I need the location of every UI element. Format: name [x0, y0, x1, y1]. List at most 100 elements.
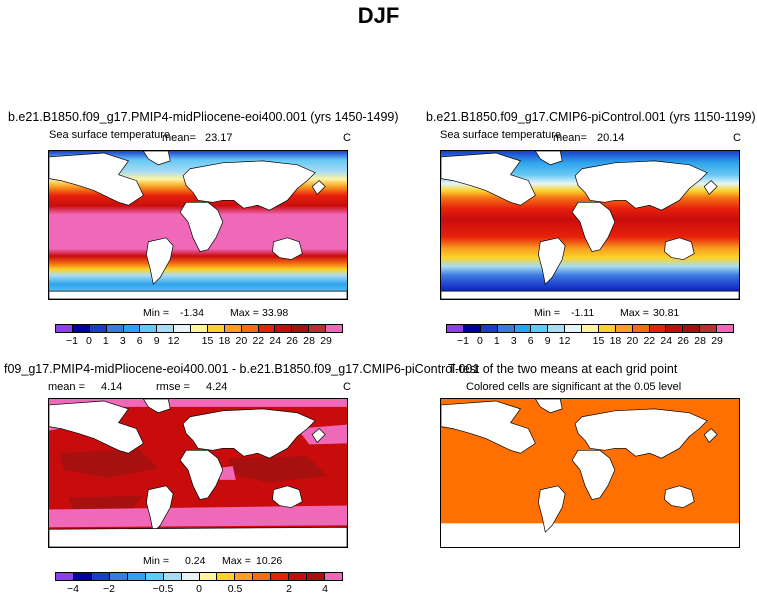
panel3-colorbar-swatch	[163, 573, 182, 580]
panel3-colorbar-swatch	[56, 573, 74, 580]
panel1-colorbar-label: 22	[252, 335, 265, 347]
panel3-colorbar-label: −2	[103, 583, 115, 595]
panel1-min-label: Min =	[143, 307, 169, 319]
panel2-colorbar-label: 15	[592, 335, 605, 347]
panel3-max-label: Max =	[222, 555, 251, 567]
panel2-colorbar-label: −1	[456, 335, 469, 347]
panel3-max-value: 10.26	[256, 555, 283, 567]
panel3-units: C	[343, 381, 351, 393]
panel3-colorbar-label: −4	[67, 583, 79, 595]
panel3-map	[48, 398, 348, 548]
panel1-title: b.e21.B1850.f09_g17.PMIP4-midPliocene-eo…	[8, 110, 399, 124]
panel1-colorbar-swatch	[258, 325, 276, 332]
panel2-colorbar-swatch	[514, 325, 532, 332]
panel2-colorbar-swatch	[615, 325, 633, 332]
panel2-colorbar-swatch	[447, 325, 464, 332]
panel3-colorbar-labels: −4 −2 −0.5 0 0.5 2 4	[55, 583, 343, 597]
panel2-colorbar-label: 9	[544, 335, 551, 347]
panel1-colorbar-label: 18	[218, 335, 231, 347]
panel1-colorbar-label: −1	[65, 335, 78, 347]
figure-title: DJF	[357, 3, 400, 28]
panel2-colorbar-swatch	[666, 325, 684, 332]
panel2-colorbar-label: 0	[476, 335, 483, 347]
panel1-colorbar-label: 24	[269, 335, 282, 347]
panel2-colorbar-label: 3	[510, 335, 517, 347]
panel1-colorbar-labels: −1 0 1 3 6 9 12 15 18 20 22 24 26 28 29	[55, 335, 343, 349]
panel1-colorbar-label: 0	[85, 335, 92, 347]
panel3-title: f09_g17.PMIP4-midPliocene-eoi400.001 - b…	[4, 362, 480, 376]
panel3-colorbar-swatch	[73, 573, 92, 580]
panel3-colorbar	[55, 572, 343, 581]
panel1-mean-label: mean=	[162, 132, 196, 144]
panel1-units: C	[343, 132, 351, 144]
panel2-colorbar-label: 6	[527, 335, 534, 347]
panel2-colorbar	[446, 324, 734, 333]
panel2-colorbar-swatch	[565, 325, 582, 332]
panel2-colorbar-swatch	[497, 325, 515, 332]
panel2-max-value: 30.81	[653, 307, 680, 319]
panel2-colorbar-swatch	[531, 325, 549, 332]
panel2-colorbar-swatch	[480, 325, 498, 332]
panel1-colorbar-swatch	[174, 325, 191, 332]
panel3-colorbar-swatch	[181, 573, 200, 580]
panel1-colorbar-label: 20	[235, 335, 248, 347]
panel1-colorbar-swatch	[123, 325, 141, 332]
panel1-colorbar-swatch	[326, 325, 342, 332]
panel1-colorbar-swatch	[56, 325, 73, 332]
panel1-colorbar-swatch	[140, 325, 158, 332]
panel1-colorbar-swatch	[106, 325, 124, 332]
panel1-colorbar-swatch	[275, 325, 293, 332]
panel3-mean-label: mean =	[48, 381, 85, 393]
panel3-colorbar-swatch	[145, 573, 164, 580]
panel2-colorbar-swatch	[582, 325, 599, 332]
panel2-colorbar-swatch	[598, 325, 616, 332]
panel1-colorbar-label: 9	[153, 335, 160, 347]
panel3-colorbar-swatch	[253, 573, 272, 580]
panel3-colorbar-swatch	[235, 573, 254, 580]
panel2-colorbar-label: 24	[660, 335, 673, 347]
panel2-mean-value: 20.14	[597, 132, 625, 144]
panel3-colorbar-swatch	[217, 573, 236, 580]
panel4-subtitle: Colored cells are significant at the 0.0…	[466, 381, 682, 393]
panel2-min-label: Min =	[534, 307, 560, 319]
panel3-rmse-value: 4.24	[206, 381, 228, 393]
panel2-max-label: Max =	[620, 307, 649, 319]
panel1-colorbar-swatch	[72, 325, 90, 332]
panel1-colorbar-swatch	[309, 325, 326, 332]
panel3-colorbar-swatch	[91, 573, 110, 580]
panel3-colorbar-label: −0.5	[152, 583, 174, 595]
panel1-subtitle: Sea surface temperature	[49, 129, 171, 141]
panel1-colorbar-label: 3	[119, 335, 126, 347]
panel2-colorbar-swatch	[548, 325, 566, 332]
panel2-colorbar-swatch	[717, 325, 733, 332]
panel3-colorbar-swatch	[325, 573, 342, 580]
panel3-colorbar-label: 0	[196, 583, 202, 595]
panel2-subtitle: Sea surface temperature	[440, 129, 562, 141]
panel4-map	[440, 398, 740, 548]
panel1-colorbar	[55, 324, 343, 333]
panel1-colorbar-swatch	[191, 325, 208, 332]
panel2-units: C	[733, 132, 741, 144]
panel3-rmse-label: rmse =	[156, 381, 190, 393]
panel3-colorbar-label: 2	[286, 583, 292, 595]
panel2-colorbar-swatch	[683, 325, 701, 332]
panel1-colorbar-swatch	[89, 325, 107, 332]
panel1-colorbar-label: 1	[102, 335, 109, 347]
panel2-map	[440, 150, 740, 300]
panel3-colorbar-label: 0.5	[227, 583, 243, 595]
panel1-colorbar-label: 12	[167, 335, 180, 347]
panel1-colorbar-label: 29	[320, 335, 332, 347]
panel2-colorbar-labels: −1 0 1 3 6 9 12 15 18 20 22 24 26 28 29	[446, 335, 734, 349]
panel1-colorbar-swatch	[207, 325, 225, 332]
panel3-colorbar-swatch	[109, 573, 128, 580]
panel1-colorbar-label: 6	[136, 335, 143, 347]
panel1-colorbar-swatch	[292, 325, 310, 332]
panel2-colorbar-label: 28	[694, 335, 706, 347]
panel2-colorbar-label: 1	[493, 335, 500, 347]
panel3-min-label: Min =	[143, 555, 169, 567]
panel2-colorbar-label: 29	[711, 335, 723, 347]
panel3-colorbar-swatch	[307, 573, 326, 580]
panel1-map	[48, 150, 348, 300]
panel1-max-label: Max =	[230, 307, 259, 319]
panel2-colorbar-swatch	[700, 325, 717, 332]
